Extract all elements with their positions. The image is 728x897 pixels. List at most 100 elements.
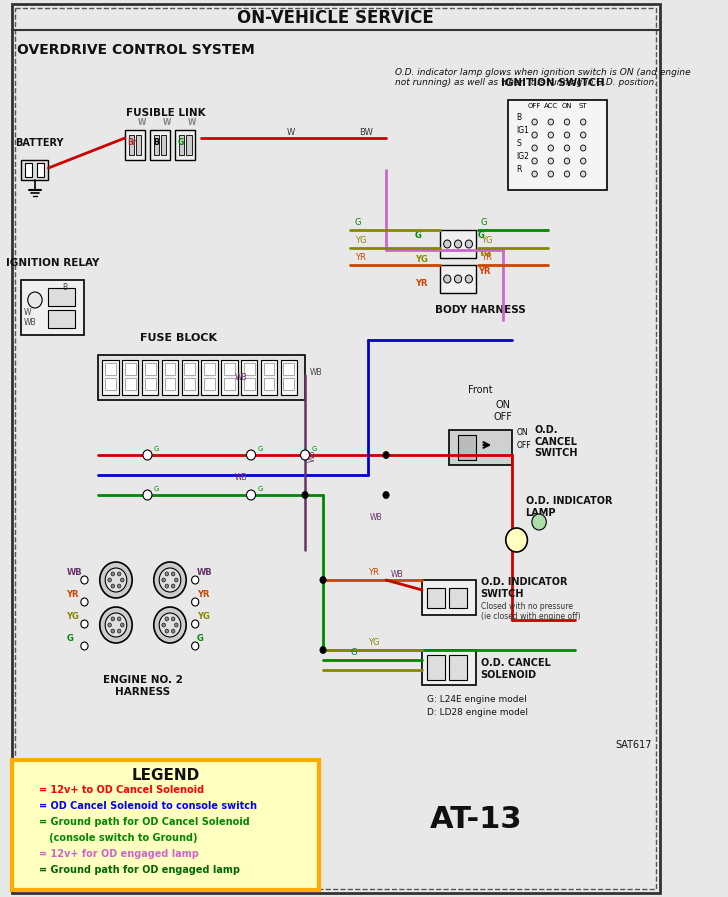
- Bar: [142, 360, 158, 395]
- Circle shape: [165, 617, 169, 621]
- Text: W: W: [138, 118, 146, 127]
- Bar: [184, 378, 195, 390]
- Text: G: G: [154, 446, 159, 452]
- Circle shape: [191, 576, 199, 584]
- Text: G: G: [178, 138, 184, 147]
- Circle shape: [465, 240, 472, 248]
- Circle shape: [548, 145, 553, 151]
- Text: YG: YG: [480, 236, 492, 245]
- Text: ON-VEHICLE SERVICE: ON-VEHICLE SERVICE: [237, 9, 434, 27]
- Text: FUSE BLOCK: FUSE BLOCK: [141, 333, 218, 343]
- Circle shape: [143, 450, 152, 460]
- Bar: [105, 363, 116, 375]
- Circle shape: [564, 119, 570, 125]
- Text: YG: YG: [197, 612, 210, 621]
- Circle shape: [532, 158, 537, 164]
- Circle shape: [443, 240, 451, 248]
- Circle shape: [81, 576, 88, 584]
- Text: OFF: OFF: [528, 103, 542, 109]
- Bar: [145, 378, 156, 390]
- Circle shape: [191, 642, 199, 650]
- Circle shape: [532, 514, 546, 530]
- Circle shape: [81, 598, 88, 606]
- Bar: [154, 135, 159, 155]
- Circle shape: [165, 629, 169, 633]
- Circle shape: [120, 578, 124, 582]
- Text: OFF: OFF: [494, 412, 513, 422]
- Text: O.D. indicator lamp glows when ignition switch is ON (and engine
not running) as: O.D. indicator lamp glows when ignition …: [395, 68, 691, 87]
- Text: B: B: [153, 138, 159, 147]
- Circle shape: [548, 171, 553, 177]
- Text: G: G: [257, 446, 263, 452]
- Bar: [122, 360, 138, 395]
- Circle shape: [247, 490, 256, 500]
- Bar: [150, 130, 170, 160]
- Circle shape: [301, 450, 309, 460]
- Circle shape: [117, 584, 121, 588]
- Circle shape: [117, 572, 121, 576]
- Circle shape: [171, 584, 175, 588]
- Text: YR: YR: [355, 253, 365, 262]
- Circle shape: [320, 577, 326, 584]
- Circle shape: [564, 132, 570, 138]
- Text: YG: YG: [355, 236, 366, 245]
- Bar: [182, 360, 198, 395]
- Bar: [125, 130, 145, 160]
- Bar: [21, 160, 49, 180]
- Circle shape: [111, 629, 114, 633]
- Bar: [20, 816, 36, 826]
- Bar: [244, 363, 255, 375]
- Text: O.D. INDICATOR
LAMP: O.D. INDICATOR LAMP: [526, 496, 612, 518]
- Text: R: R: [517, 165, 522, 174]
- Circle shape: [302, 451, 308, 458]
- Text: W: W: [24, 308, 31, 317]
- Text: W: W: [188, 118, 197, 127]
- Circle shape: [320, 647, 326, 654]
- Circle shape: [165, 584, 169, 588]
- Circle shape: [564, 145, 570, 151]
- Bar: [165, 363, 175, 375]
- Text: IG1: IG1: [517, 126, 529, 135]
- Text: Front: Front: [468, 385, 493, 395]
- Text: = 12v+ to OD Cancel Solenoid: = 12v+ to OD Cancel Solenoid: [39, 785, 205, 795]
- Circle shape: [580, 171, 586, 177]
- Bar: [204, 378, 215, 390]
- Text: Closed with no pressure
(ie closed with engine off): Closed with no pressure (ie closed with …: [480, 602, 580, 622]
- Text: G: G: [312, 446, 317, 452]
- Circle shape: [383, 492, 389, 499]
- Bar: [440, 230, 476, 258]
- Bar: [422, 650, 476, 685]
- Circle shape: [580, 132, 586, 138]
- Text: B: B: [62, 283, 67, 292]
- Bar: [20, 848, 36, 858]
- Bar: [136, 135, 141, 155]
- Bar: [449, 655, 467, 680]
- Circle shape: [117, 629, 121, 633]
- Bar: [21, 280, 84, 335]
- Text: YR: YR: [478, 267, 491, 276]
- Bar: [440, 265, 476, 293]
- Text: = 12v+ for OD engaged lamp: = 12v+ for OD engaged lamp: [39, 849, 199, 859]
- Circle shape: [100, 562, 132, 598]
- Circle shape: [154, 562, 186, 598]
- Circle shape: [548, 119, 553, 125]
- Circle shape: [580, 119, 586, 125]
- Circle shape: [383, 451, 389, 458]
- Text: YG: YG: [66, 612, 79, 621]
- Text: YG: YG: [415, 255, 428, 264]
- Bar: [20, 784, 36, 794]
- Circle shape: [108, 578, 111, 582]
- Circle shape: [159, 568, 181, 592]
- Text: W: W: [163, 118, 171, 127]
- Circle shape: [108, 623, 111, 627]
- Bar: [244, 378, 255, 390]
- Bar: [427, 588, 445, 608]
- Text: SAT617: SAT617: [615, 740, 652, 750]
- Text: ON: ON: [496, 400, 510, 410]
- Bar: [224, 378, 235, 390]
- Text: IG2: IG2: [517, 152, 529, 161]
- Bar: [224, 363, 235, 375]
- Circle shape: [580, 158, 586, 164]
- Circle shape: [175, 623, 178, 627]
- Text: O.D.
CANCEL
SWITCH: O.D. CANCEL SWITCH: [534, 425, 578, 458]
